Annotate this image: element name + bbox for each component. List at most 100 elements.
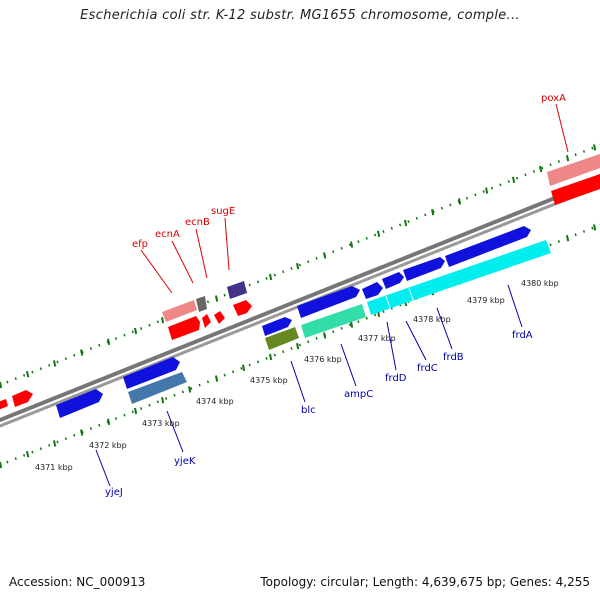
label-ampC[interactable]: ampC (344, 389, 373, 400)
leader-blc (290, 360, 306, 403)
upper-major-tick (431, 209, 435, 216)
kbp-label: 4375 kbp (250, 376, 288, 385)
label-leaders (95, 103, 569, 487)
upper-major-tick (0, 381, 3, 389)
leader-frdD (386, 321, 397, 371)
backbone-line-outer (0, 177, 600, 423)
lower-major-tick (350, 321, 354, 328)
leader-ecnB (195, 228, 208, 279)
lower-major-tick (26, 451, 30, 458)
label-blc[interactable]: blc (301, 405, 316, 416)
upper-major-tick (161, 317, 165, 324)
kbp-label: 4376 kbp (304, 355, 342, 364)
upper-major-tick (296, 263, 300, 270)
lower-major-tick (323, 332, 327, 339)
upper-major-tick (485, 187, 489, 194)
upper-major-tick (215, 295, 219, 302)
gene-ampC[interactable] (301, 304, 366, 338)
kbp-label: 4377 kbp (358, 334, 396, 343)
gene-left-1[interactable] (0, 399, 8, 410)
gene-blue-8[interactable] (445, 226, 531, 267)
upper-major-tick (53, 360, 57, 367)
upper-major-tick (107, 338, 111, 345)
label-yjeK[interactable]: yjeK (174, 456, 196, 467)
gene-poxA[interactable] (547, 154, 600, 186)
upper-major-tick (512, 176, 516, 183)
gene-red-right[interactable] (551, 174, 600, 205)
gene-glyphs (0, 154, 600, 418)
topology-text: Topology: circular; Length: 4,639,675 bp… (260, 575, 590, 589)
gene-frdA[interactable] (367, 240, 551, 315)
label-sugE[interactable]: sugE (211, 206, 235, 217)
accession-text: Accession: NC_000913 (9, 575, 146, 589)
upper-major-tick (26, 371, 30, 378)
leader-yjeJ (95, 449, 111, 487)
leader-ampC (340, 343, 357, 387)
upper-major-tick (566, 155, 570, 162)
gene-red-1[interactable] (168, 316, 200, 340)
upper-major-tick (404, 219, 408, 227)
upper-major-tick (134, 327, 138, 335)
label-frdC[interactable]: frdC (417, 363, 438, 374)
lower-major-tick (566, 235, 570, 242)
label-poxA[interactable]: poxA (541, 93, 566, 104)
upper-tick-track (0, 143, 600, 387)
lower-tick-track (0, 223, 600, 467)
gene-blue-1[interactable] (56, 389, 103, 418)
lower-major-tick (107, 418, 111, 425)
lower-major-tick (242, 364, 246, 371)
leader-frdC (405, 320, 427, 361)
lower-major-tick (296, 343, 300, 350)
leader-poxA (555, 103, 569, 153)
gene-blue-4[interactable] (297, 286, 360, 318)
lower-major-tick (0, 461, 3, 469)
gene-ecnB[interactable] (202, 314, 211, 328)
gene-red-2[interactable] (214, 311, 225, 324)
leader-yjeK (166, 410, 184, 453)
kbp-label: 4371 kbp (35, 463, 73, 472)
gene-left-2[interactable] (12, 390, 33, 407)
lower-major-tick (80, 429, 84, 436)
kbp-label: 4380 kbp (521, 279, 559, 288)
leader-frdA (507, 284, 523, 328)
gene-sugE[interactable] (227, 281, 247, 299)
leader-ecnA (171, 240, 194, 284)
label-ecnB[interactable]: ecnB (185, 217, 210, 228)
gene-labels: poxA efp ecnA ecnB sugE yjeJ yjeK blc am… (105, 93, 566, 498)
label-yjeJ[interactable]: yjeJ (105, 487, 123, 498)
upper-major-tick (80, 349, 84, 356)
gene-yjeK[interactable] (128, 372, 187, 404)
gene-blue-5[interactable] (362, 282, 383, 299)
gene-efp[interactable] (162, 300, 197, 322)
leader-sugE (224, 217, 230, 271)
lower-major-tick (215, 375, 219, 382)
upper-major-tick (593, 144, 597, 151)
lower-major-tick (188, 386, 192, 393)
upper-major-tick (350, 241, 354, 248)
upper-major-tick (269, 273, 273, 281)
label-efp[interactable]: efp (132, 239, 148, 250)
kbp-label: 4372 kbp (89, 441, 127, 450)
leader-frdB (436, 307, 453, 350)
lower-major-tick (269, 353, 273, 361)
gene-blue-6[interactable] (382, 272, 404, 289)
upper-major-tick (458, 198, 462, 205)
gene-blc[interactable] (265, 327, 299, 350)
gene-divider-2 (408, 287, 414, 301)
gene-ecnA[interactable] (196, 296, 207, 312)
gene-blue-3[interactable] (262, 317, 292, 336)
upper-major-tick (539, 165, 543, 173)
kbp-labels: 4371 kbp 4372 kbp 4373 kbp 4374 kbp 4375… (35, 279, 559, 472)
kbp-label: 4373 kbp (142, 419, 180, 428)
map-title: Escherichia coli str. K-12 substr. MG165… (80, 8, 520, 23)
label-frdB[interactable]: frdB (443, 352, 464, 363)
label-frdD[interactable]: frdD (385, 373, 407, 384)
gene-red-3[interactable] (233, 300, 252, 316)
gene-blue-7[interactable] (403, 257, 445, 281)
lower-major-tick (53, 440, 57, 447)
label-frdA[interactable]: frdA (512, 330, 533, 341)
gene-blue-2[interactable] (123, 357, 180, 389)
leader-efp (140, 249, 173, 294)
label-ecnA[interactable]: ecnA (155, 229, 180, 240)
